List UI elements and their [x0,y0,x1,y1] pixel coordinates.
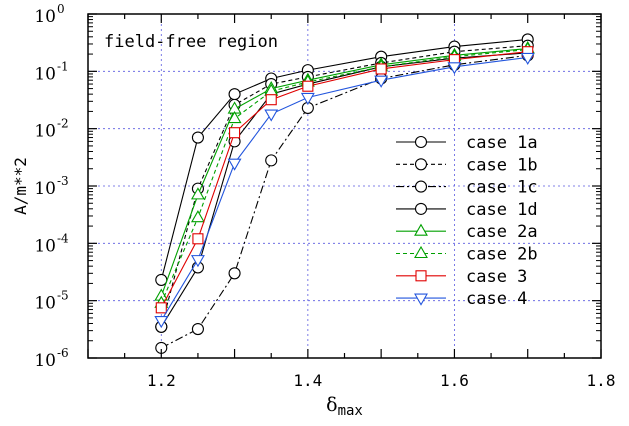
data-point [264,109,279,122]
y-tick-label-base: 10 [34,351,56,371]
data-point [192,233,204,245]
data-point [375,63,387,75]
series-line [160,48,528,304]
series-line [160,38,528,281]
y-tick-label-base: 10 [34,64,56,84]
series-line [160,45,528,327]
data-point [265,94,277,106]
data-point [414,158,428,171]
data-point [414,180,428,193]
series-line [160,47,528,297]
data-point [414,245,428,259]
series-line [160,51,528,309]
data-point [228,267,241,280]
data-point [227,158,242,171]
data-point [300,92,315,106]
data-point [191,322,204,336]
y-tick-label-exponent: -6 [57,346,69,360]
legend-label: case 1d [466,200,538,220]
series-layer [154,33,535,354]
data-point [374,75,389,88]
y-tick-label-exponent: -3 [57,174,69,188]
legend-entry: case 2b [396,245,538,265]
data-point [520,52,535,66]
data-point [155,273,168,286]
y-tick-label-exponent: 0 [57,2,65,16]
series-line [160,56,528,321]
legend-entry: case 3 [396,267,527,287]
data-point [229,127,241,139]
series-line [161,54,528,349]
y-tick-label-base: 10 [34,179,56,199]
data-point [228,88,241,101]
legend-label: case 4 [466,289,527,309]
x-tick-label: 1.4 [293,371,322,390]
y-tick-label-exponent: -2 [57,117,69,131]
data-point [190,187,205,200]
series-case-4 [154,52,535,329]
legend-entry: case 1b [396,155,538,175]
y-tick-label-base: 10 [34,236,56,256]
legend-entry: case 1a [396,133,538,153]
annotation-label: field-free region [104,32,278,52]
y-tick-label-exponent: -1 [57,59,69,73]
legend-entry: case 2a [396,222,538,242]
y-tick-label-exponent: -5 [57,289,69,303]
legend-label: case 3 [466,267,527,287]
data-point [415,270,427,282]
legend-entry: case 1d [396,200,538,220]
x-tick-label: 1.6 [440,371,469,390]
data-point [190,210,205,223]
data-point [155,302,167,314]
data-point [414,202,428,215]
legend-label: case 1c [466,178,538,198]
y-tick-label-base: 10 [34,7,56,27]
data-point [190,255,205,268]
y-tick-label-exponent: -4 [57,231,69,245]
legend-label: case 2a [466,222,538,242]
data-point [191,131,204,144]
legend-label: case 1a [466,133,538,153]
y-tick-label-base: 10 [34,122,56,142]
legend-entry: case 4 [396,289,527,309]
data-point [154,315,169,329]
x-tick-label: 1.8 [587,371,616,390]
data-point [414,135,428,149]
series-case-3 [155,46,534,314]
data-point [265,154,278,167]
x-tick-label: 1.2 [147,371,176,390]
x-axis-label: δmax [326,394,363,419]
data-point [302,80,314,92]
x-axis-label-main: δ [326,394,337,416]
data-point [447,62,462,75]
data-point [414,223,428,236]
y-axis-label: A/m**2 [11,157,30,215]
data-point [227,110,242,124]
x-axis-label-sub: max [338,403,363,419]
data-point [414,293,428,306]
series-line [160,52,528,328]
legend-entry: case 1c [396,178,538,198]
legend-label: case 1b [466,155,538,175]
y-tick-label-base: 10 [34,294,56,314]
legend-label: case 2b [466,245,538,265]
